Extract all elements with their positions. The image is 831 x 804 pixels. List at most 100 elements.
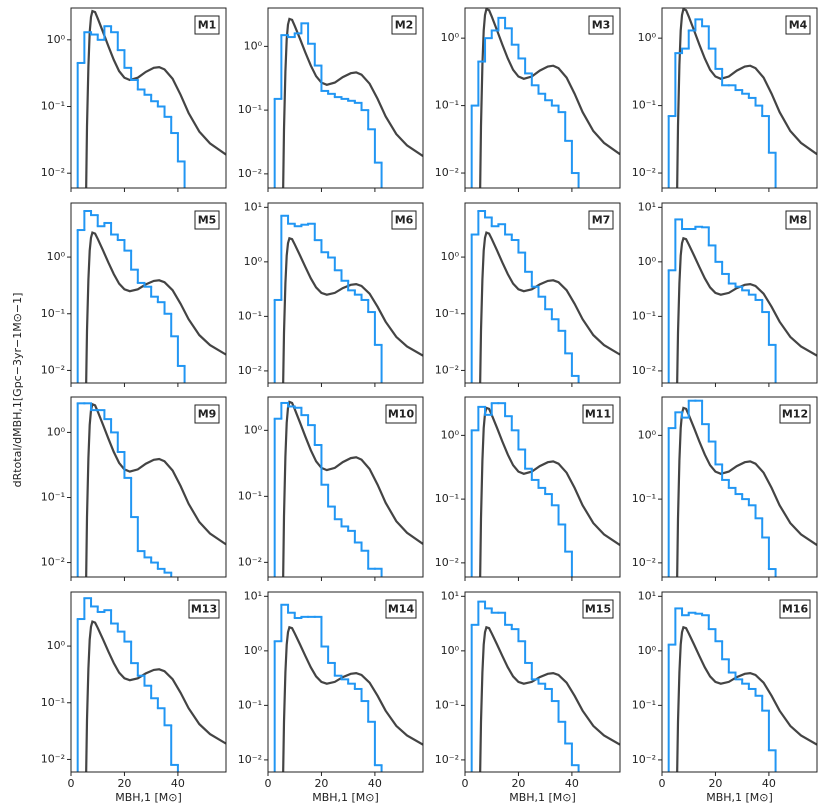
model-curve bbox=[85, 620, 226, 772]
x-tick-label: 40 bbox=[762, 777, 776, 790]
x-tick-label: 20 bbox=[117, 777, 131, 790]
y-tick-label: 10⁰ bbox=[638, 428, 657, 441]
annotation-box bbox=[779, 404, 811, 424]
annotation-box bbox=[194, 210, 220, 230]
panel-annotation: M11 bbox=[585, 408, 611, 421]
panel-annotation: M13 bbox=[191, 603, 217, 616]
y-tick-label: 10⁰ bbox=[638, 644, 657, 657]
y-tick-label: 10⁻¹ bbox=[41, 490, 65, 503]
y-tick-label: 10⁻² bbox=[41, 166, 65, 179]
panel: 0 20 40 10⁻² 10⁻¹ 10⁰ 10¹ MBH,1 [M⊙] M16 bbox=[632, 589, 818, 804]
y-tick-label: 10⁻¹ bbox=[632, 309, 656, 322]
y-tick-label: 10⁻¹ bbox=[435, 492, 459, 505]
model-curve bbox=[676, 8, 817, 188]
y-tick-label: 10⁰ bbox=[47, 639, 66, 652]
x-tick-label: 0 bbox=[659, 777, 666, 790]
panel: 10⁻² 10⁻¹ 10⁰ M12 bbox=[632, 396, 818, 581]
x-axis-label: MBH,1 [M⊙] bbox=[312, 791, 379, 804]
model-curve bbox=[85, 231, 226, 383]
axes-frame bbox=[70, 202, 227, 384]
panel: 0 20 40 10⁻² 10⁻¹ 10⁰ 10¹ MBH,1 [M⊙] M15 bbox=[435, 589, 621, 804]
y-tick-label: 10⁻¹ bbox=[435, 307, 459, 320]
annotation-box bbox=[779, 599, 811, 619]
y-tick-label: 10⁻² bbox=[238, 555, 262, 568]
y-tick-label: 10⁻² bbox=[632, 753, 656, 766]
panel-annotation: M14 bbox=[388, 603, 415, 616]
y-tick-label: 10⁻² bbox=[435, 556, 459, 569]
y-tick-label: 10¹ bbox=[244, 589, 262, 602]
annotation-box bbox=[582, 599, 614, 619]
panel-annotation: M5 bbox=[198, 214, 217, 227]
axes-frame bbox=[464, 591, 621, 773]
y-tick-label: 10⁻² bbox=[632, 556, 656, 569]
plot-area bbox=[76, 402, 226, 577]
annotation-box bbox=[188, 599, 220, 619]
y-tick-label: 10⁻¹ bbox=[41, 307, 65, 320]
panel-annotation: M8 bbox=[789, 214, 808, 227]
axes-frame bbox=[267, 202, 424, 384]
x-tick-label: 0 bbox=[265, 777, 272, 790]
panel-annotation: M3 bbox=[592, 19, 611, 32]
x-tick-label: 0 bbox=[68, 777, 75, 790]
panel: 10⁻² 10⁻¹ 10⁰ M11 bbox=[435, 396, 621, 581]
x-tick-label: 20 bbox=[511, 777, 525, 790]
annotation-box bbox=[194, 404, 220, 424]
y-tick-label: 10⁻² bbox=[41, 752, 65, 765]
axes-frame bbox=[70, 396, 227, 578]
y-tick-label: 10⁻¹ bbox=[238, 309, 262, 322]
plot-area bbox=[273, 603, 423, 772]
panel: 10⁻² 10⁻¹ 10⁰ M1 bbox=[41, 7, 227, 192]
x-tick-label: 40 bbox=[171, 777, 185, 790]
y-tick-label: 10⁰ bbox=[441, 644, 460, 657]
plot-area bbox=[667, 218, 817, 383]
y-tick-label: 10⁻² bbox=[238, 364, 262, 377]
plot-area bbox=[76, 210, 226, 383]
y-tick-label: 10⁰ bbox=[244, 39, 263, 52]
y-tick-label: 10⁻¹ bbox=[435, 698, 459, 711]
axes-frame bbox=[464, 7, 621, 189]
annotation-box bbox=[582, 404, 614, 424]
panel: 10⁻² 10⁻¹ 10⁰ M9 bbox=[41, 396, 227, 581]
axes-frame bbox=[267, 7, 424, 189]
annotation-box bbox=[785, 210, 811, 230]
axes-frame bbox=[661, 7, 818, 189]
plot-area bbox=[273, 17, 423, 188]
panel: 10⁻² 10⁻¹ 10⁰ M5 bbox=[41, 202, 227, 387]
panel-annotation: M10 bbox=[388, 408, 415, 421]
annotation-box bbox=[391, 210, 417, 230]
y-axis-label: dRtotal/dMBH,1[Gpc−3yr−1M⊙−1] bbox=[11, 293, 24, 488]
panel: 10⁻² 10⁻¹ 10⁰ 10¹ M8 bbox=[632, 200, 818, 387]
panel: 0 20 40 10⁻² 10⁻¹ 10⁰ 10¹ MBH,1 [M⊙] M14 bbox=[238, 589, 424, 804]
model-curve bbox=[479, 8, 620, 188]
plot-area bbox=[76, 9, 226, 188]
plot-area bbox=[470, 402, 620, 577]
axes-frame bbox=[661, 591, 818, 773]
y-tick-label: 10¹ bbox=[244, 200, 262, 213]
y-tick-label: 10⁻¹ bbox=[632, 698, 656, 711]
axes-frame bbox=[267, 591, 424, 773]
annotation-box bbox=[385, 404, 417, 424]
plot-area bbox=[470, 600, 620, 772]
y-tick-label: 10⁰ bbox=[441, 428, 460, 441]
panel-annotation: M16 bbox=[782, 603, 809, 616]
y-tick-label: 10⁻² bbox=[41, 363, 65, 376]
y-tick-label: 10⁰ bbox=[441, 250, 460, 263]
annotation-box bbox=[391, 15, 417, 35]
y-tick-label: 10⁻² bbox=[632, 166, 656, 179]
panel: 10⁻² 10⁻¹ 10⁰ M10 bbox=[238, 396, 424, 581]
axes-frame bbox=[70, 591, 227, 773]
panel-annotation: M12 bbox=[782, 408, 808, 421]
y-tick-label: 10⁻² bbox=[238, 167, 262, 180]
panel-annotation: M9 bbox=[198, 408, 217, 421]
panel: 10⁻² 10⁻¹ 10⁰ M2 bbox=[238, 7, 424, 192]
panel-annotation: M6 bbox=[395, 214, 414, 227]
x-tick-label: 40 bbox=[368, 777, 382, 790]
y-tick-label: 10⁻² bbox=[435, 363, 459, 376]
panel: 10⁻² 10⁻¹ 10⁰ M3 bbox=[435, 7, 621, 192]
y-tick-label: 10¹ bbox=[441, 589, 459, 602]
y-tick-label: 10⁰ bbox=[47, 425, 66, 438]
plot-area bbox=[667, 8, 817, 188]
x-tick-label: 0 bbox=[462, 777, 469, 790]
y-tick-label: 10⁰ bbox=[244, 423, 263, 436]
